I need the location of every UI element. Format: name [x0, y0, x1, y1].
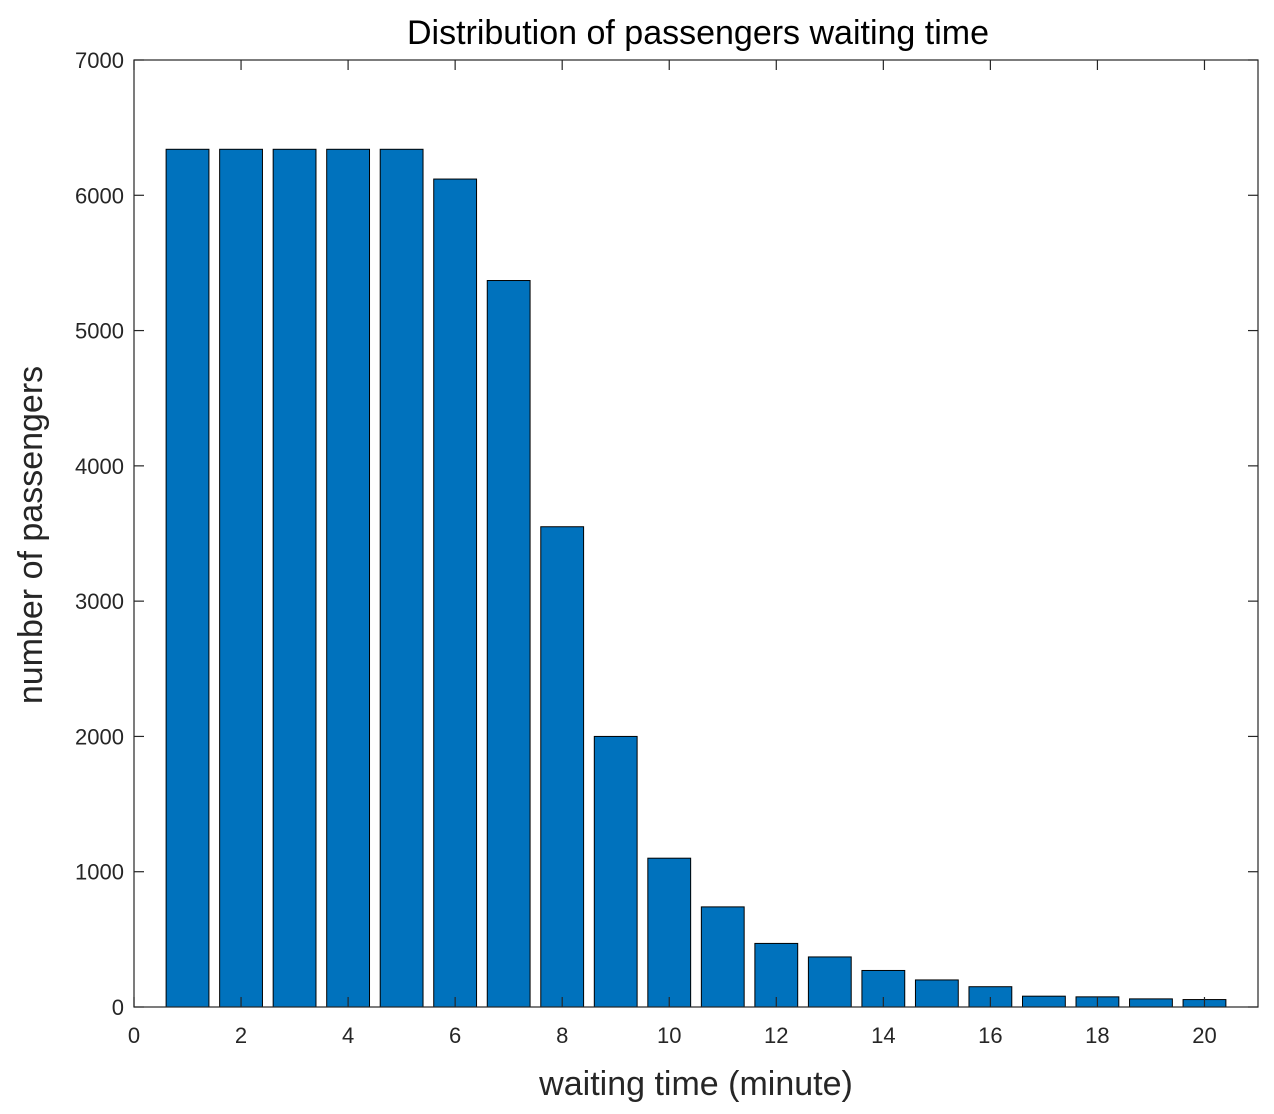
chart-title: Distribution of passengers waiting time [407, 14, 989, 52]
bar-3 [272, 148, 317, 1008]
x-tick-label-16: 16 [978, 1023, 1002, 1048]
bar-19 [1129, 998, 1173, 1008]
bar-13 [807, 956, 852, 1008]
bar-7 [486, 280, 531, 1008]
bar-5 [379, 148, 424, 1008]
bar-10 [647, 857, 692, 1008]
bars [165, 148, 1227, 1008]
y-tick-label-3000: 3000 [75, 589, 124, 614]
y-tick-label-7000: 7000 [75, 48, 124, 73]
y-tick-label-6000: 6000 [75, 183, 124, 208]
x-tick-label-12: 12 [764, 1023, 788, 1048]
bar-1 [165, 148, 210, 1008]
y-tick-label-0: 0 [112, 995, 124, 1020]
bar-6 [433, 178, 478, 1008]
x-tick-label-10: 10 [657, 1023, 681, 1048]
y-tick-label-5000: 5000 [75, 319, 124, 344]
x-tick-label-14: 14 [871, 1023, 895, 1048]
bar-4 [326, 148, 371, 1008]
bar-8 [540, 526, 585, 1008]
y-tick-label-2000: 2000 [75, 724, 124, 749]
bar-2 [219, 148, 263, 1008]
x-tick-label-0: 0 [128, 1023, 140, 1048]
x-tick-label-2: 2 [235, 1023, 247, 1048]
y-axis-label: number of passengers [12, 366, 50, 704]
x-axis-label: waiting time (minute) [538, 1065, 853, 1103]
plot-area-box [133, 59, 1259, 1008]
x-tick-label-6: 6 [449, 1023, 461, 1048]
bar-11 [700, 906, 745, 1008]
y-tick-label-4000: 4000 [75, 454, 124, 479]
x-tick-label-20: 20 [1192, 1023, 1216, 1048]
x-tick-label-18: 18 [1085, 1023, 1109, 1048]
axis-ticks: 0 2 4 6 8 10 12 14 16 18 20 0 1000 2000 3000 4000 5000 60… [75, 48, 1258, 1048]
bar-17 [1022, 995, 1066, 1008]
bar-15 [914, 979, 959, 1008]
bar-9 [593, 735, 638, 1008]
x-tick-label-8: 8 [556, 1023, 568, 1048]
y-tick-label-1000: 1000 [75, 860, 124, 885]
bar-12 [754, 942, 799, 1008]
x-tick-label-4: 4 [342, 1023, 354, 1048]
